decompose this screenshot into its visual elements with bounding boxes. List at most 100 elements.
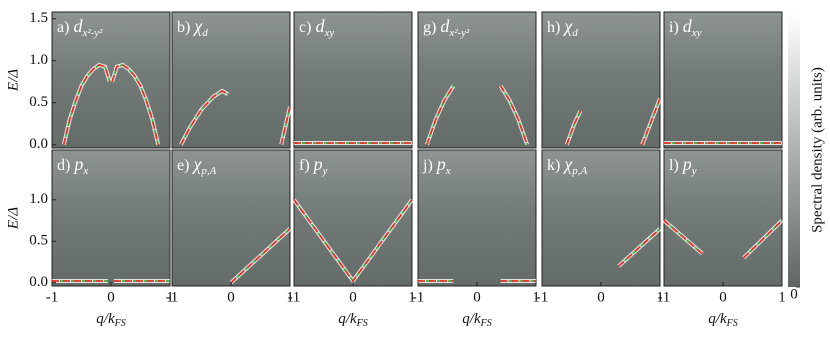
panel-letter: d) — [57, 157, 70, 174]
panel-letter: k) — [547, 157, 560, 174]
panel-subscript: xy — [691, 27, 702, 39]
x-tick-label: 0 — [473, 289, 481, 305]
panel-letter: h) — [547, 19, 560, 36]
x-axis-label-main: q/k — [708, 311, 727, 327]
x-axis-label-sub: FS — [114, 318, 126, 329]
panel-frame — [541, 11, 661, 149]
panel-background — [172, 150, 290, 286]
panel-letter: a) — [57, 19, 69, 36]
panel-label: a) dx²-y² — [57, 16, 103, 38]
panel-subscript: y — [691, 165, 697, 177]
panel-letter: e) — [177, 157, 189, 174]
x-tick-label: 0 — [107, 289, 115, 305]
panel-background — [294, 150, 412, 286]
x-tick-label: 0 — [597, 289, 605, 305]
panel-symbol: d — [315, 16, 325, 36]
x-axis-label: q/kFS — [338, 311, 367, 329]
panel-letter: b) — [177, 19, 190, 36]
panel-letter: c) — [299, 19, 311, 36]
panel-frame — [663, 11, 783, 149]
curve — [743, 219, 783, 259]
panel-symbol: p — [435, 154, 446, 174]
x-tick-label: 1 — [656, 289, 664, 305]
y-tick-label: 0.0 — [29, 274, 48, 290]
panel-background — [294, 12, 412, 148]
panel-symbol: χ — [192, 16, 203, 36]
x-axis-label: q/kFS — [96, 311, 125, 329]
panel-letter: i) — [669, 19, 679, 36]
panel-symbol: p — [72, 154, 83, 174]
panel-letter: f) — [299, 157, 310, 174]
curve — [111, 63, 160, 145]
x-tick-label: 0 — [349, 289, 357, 305]
colorbar-label: Spectral density (arb. units) — [809, 67, 825, 233]
x-tick-label: 1 — [286, 289, 294, 305]
curve — [180, 89, 229, 146]
x-tick-label: 0 — [719, 289, 727, 305]
panel-background — [418, 150, 536, 286]
panel-label: c) dxy — [299, 16, 334, 38]
panel-frame — [417, 11, 537, 149]
panel-symbol: d — [683, 16, 693, 36]
x-tick-label: -1 — [658, 289, 671, 305]
panel-symbol: χ — [562, 154, 573, 174]
panel-letter: g) — [423, 19, 436, 36]
x-tick-label: 1 — [408, 289, 416, 305]
y-tick-label: 1.0 — [29, 191, 48, 207]
x-axis-label-main: q/k — [462, 311, 481, 327]
panel-label: d) px — [57, 154, 88, 176]
x-axis-label-sub: FS — [356, 318, 368, 329]
x-tick-label: 1 — [532, 289, 540, 305]
curve — [499, 85, 528, 145]
curve-green — [499, 85, 528, 145]
panel-symbol: χ — [562, 16, 573, 36]
curve — [62, 63, 111, 145]
curve — [230, 228, 291, 284]
curve — [565, 110, 582, 145]
curve — [663, 219, 703, 255]
panel-subscript: xy — [323, 27, 334, 39]
y-tick-label: 0.5 — [29, 94, 48, 110]
panel-subscript: p,A — [200, 165, 216, 177]
panel-label: f) py — [299, 154, 328, 176]
panel-label: g) dx²-y² — [423, 16, 470, 38]
panel-symbol: p — [681, 154, 692, 174]
x-axis-label-main: q/k — [96, 311, 115, 327]
panel-label: i) dxy — [669, 16, 702, 38]
panel-background — [418, 12, 536, 148]
x-tick-label: 0 — [227, 289, 235, 305]
curve-green — [280, 106, 291, 145]
curve-green — [62, 63, 111, 145]
panel-letter: j) — [422, 157, 433, 174]
x-tick-label: -1 — [46, 289, 59, 305]
y-tick-label: 1.0 — [29, 52, 48, 68]
panel-subscript: x²-y² — [81, 27, 103, 39]
x-axis-label: q/kFS — [708, 311, 737, 329]
panel-background — [664, 150, 782, 286]
panel-subscript: x²-y² — [448, 27, 470, 39]
panel-frame — [51, 11, 171, 149]
x-axis-label: q/kFS — [462, 311, 491, 329]
panel-subscript: x — [82, 165, 88, 177]
panel-label: j) px — [422, 154, 451, 176]
panel-background — [542, 12, 660, 148]
panel-frame — [171, 11, 291, 149]
curve — [280, 106, 291, 145]
panel-symbol: p — [312, 154, 323, 174]
y-tick-label: 0.5 — [29, 233, 48, 249]
x-tick-label: 1 — [166, 289, 174, 305]
y-axis-label: E/Δ — [5, 207, 21, 230]
panel-letter: l) — [669, 157, 679, 174]
curve — [426, 85, 455, 145]
panel-subscript: x — [445, 165, 451, 177]
x-axis-label-sub: FS — [480, 318, 492, 329]
panel-label: b) χd — [177, 16, 208, 38]
panel-background — [52, 150, 170, 286]
x-axis-label-sub: FS — [726, 318, 738, 329]
x-tick-label: 1 — [778, 289, 786, 305]
panel-label: k) χp,A — [547, 154, 588, 176]
curve — [293, 199, 413, 283]
panel-background — [542, 150, 660, 286]
panel-background — [664, 12, 782, 148]
